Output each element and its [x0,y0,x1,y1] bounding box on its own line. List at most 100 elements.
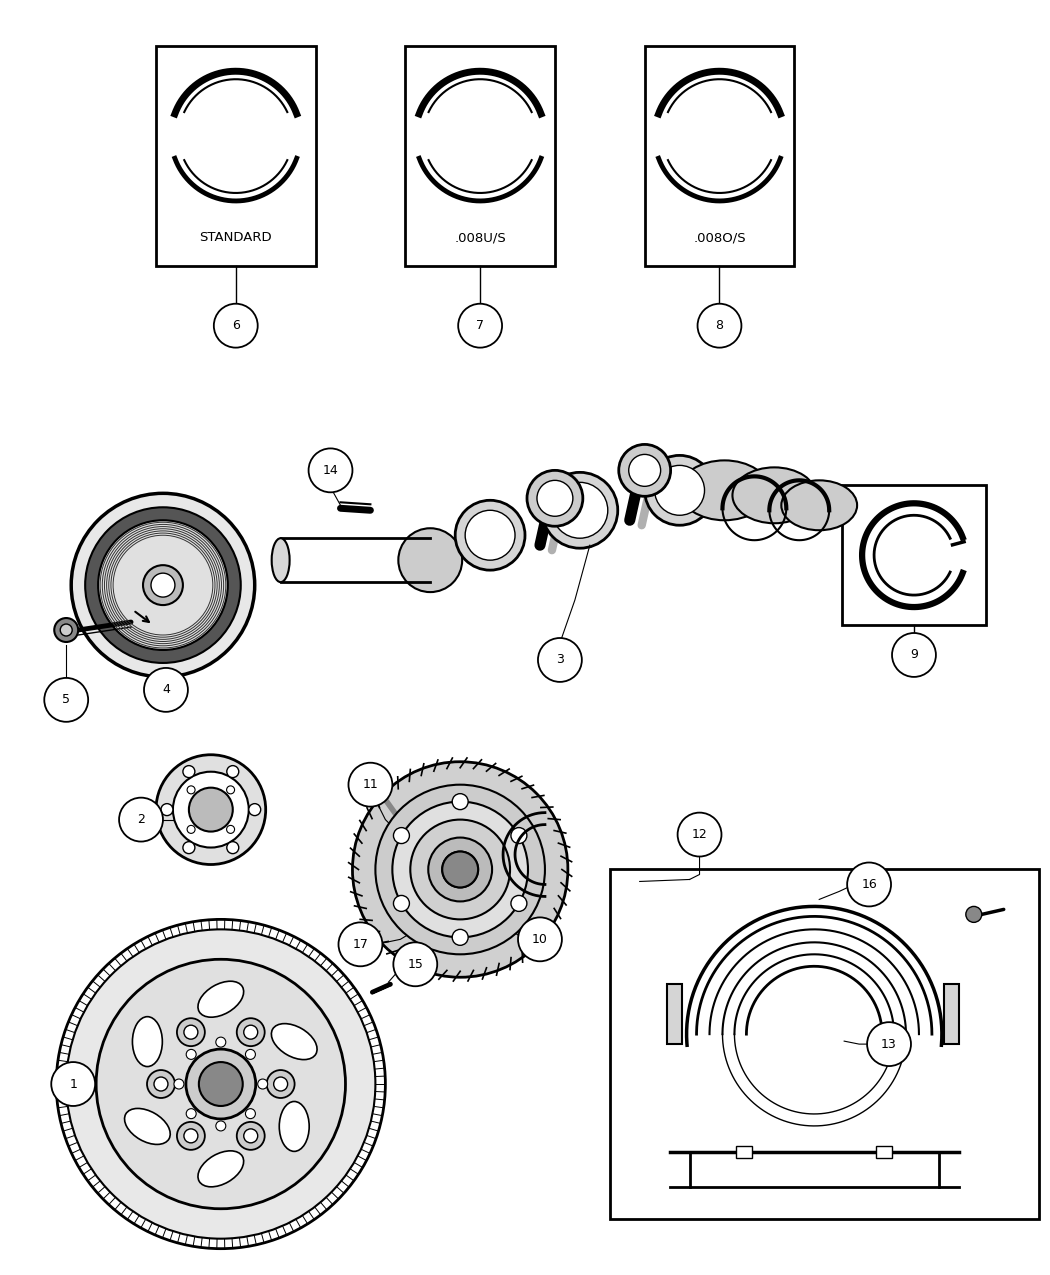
Text: 5: 5 [62,694,70,706]
Circle shape [66,929,376,1239]
Circle shape [353,761,568,977]
Circle shape [398,528,462,592]
Circle shape [216,1121,226,1131]
Circle shape [428,838,492,901]
Circle shape [184,1025,197,1039]
Circle shape [187,785,195,794]
Bar [405,46,554,265]
Circle shape [892,632,936,677]
Circle shape [189,788,233,831]
Circle shape [511,827,527,844]
Text: 15: 15 [407,958,423,970]
Circle shape [186,1109,196,1118]
Ellipse shape [198,1151,244,1187]
Text: .008O/S: .008O/S [693,231,745,245]
Text: 17: 17 [353,938,369,951]
Circle shape [338,922,382,966]
Circle shape [174,1079,184,1089]
Circle shape [161,803,173,816]
Circle shape [227,785,234,794]
Text: 11: 11 [362,778,378,792]
Circle shape [119,798,163,842]
Text: 14: 14 [322,464,338,477]
Ellipse shape [679,460,770,520]
Circle shape [677,812,721,857]
Circle shape [465,510,516,560]
Circle shape [57,919,385,1248]
Circle shape [173,771,249,848]
Text: 7: 7 [476,319,484,333]
Circle shape [97,959,345,1209]
Circle shape [227,842,238,854]
Circle shape [537,481,573,516]
Circle shape [274,1077,288,1091]
Circle shape [216,1037,226,1047]
Text: .008U/S: .008U/S [455,231,506,245]
Bar [610,870,1038,1219]
Circle shape [442,852,478,887]
Ellipse shape [125,1108,170,1145]
Bar [645,46,794,265]
Ellipse shape [132,1016,163,1067]
Circle shape [697,303,741,348]
Circle shape [629,454,660,486]
Text: 2: 2 [138,813,145,826]
Text: STANDARD: STANDARD [200,231,272,245]
Ellipse shape [733,468,816,523]
Circle shape [51,1062,96,1105]
Circle shape [236,1122,265,1150]
Ellipse shape [271,1024,317,1060]
Bar [944,984,959,1044]
Circle shape [147,1070,175,1098]
Ellipse shape [198,982,244,1017]
Circle shape [143,565,183,606]
Circle shape [186,1049,256,1119]
Circle shape [85,507,240,663]
Circle shape [309,449,353,492]
Text: 9: 9 [910,649,918,662]
Ellipse shape [279,1102,309,1151]
Ellipse shape [272,538,290,583]
Text: 8: 8 [715,319,723,333]
Circle shape [98,520,228,650]
Circle shape [227,825,234,834]
Circle shape [527,470,583,527]
Circle shape [376,784,545,954]
Circle shape [453,929,468,945]
Circle shape [393,802,528,937]
Circle shape [244,1128,257,1142]
Circle shape [198,1062,243,1105]
Circle shape [176,1019,205,1047]
Text: 4: 4 [162,683,170,696]
Circle shape [552,482,608,538]
Circle shape [227,765,238,778]
Circle shape [458,303,502,348]
Circle shape [542,472,617,548]
Circle shape [538,638,582,682]
Circle shape [394,895,410,912]
Circle shape [645,455,714,525]
Circle shape [453,793,468,810]
Text: 12: 12 [692,827,708,842]
Circle shape [411,820,510,919]
Circle shape [183,765,195,778]
Text: 3: 3 [555,654,564,667]
Circle shape [214,303,257,348]
Circle shape [176,1122,205,1150]
Circle shape [518,918,562,961]
Circle shape [55,618,78,643]
Circle shape [349,762,393,807]
Circle shape [394,942,437,987]
Circle shape [511,895,527,912]
Bar [667,984,681,1044]
Circle shape [156,755,266,864]
Circle shape [44,678,88,722]
Circle shape [246,1109,255,1118]
Text: 6: 6 [232,319,239,333]
Circle shape [184,1128,197,1142]
Circle shape [847,862,891,907]
Bar [876,1146,892,1158]
Text: 1: 1 [69,1077,77,1090]
Circle shape [60,623,72,636]
Bar [842,486,986,625]
